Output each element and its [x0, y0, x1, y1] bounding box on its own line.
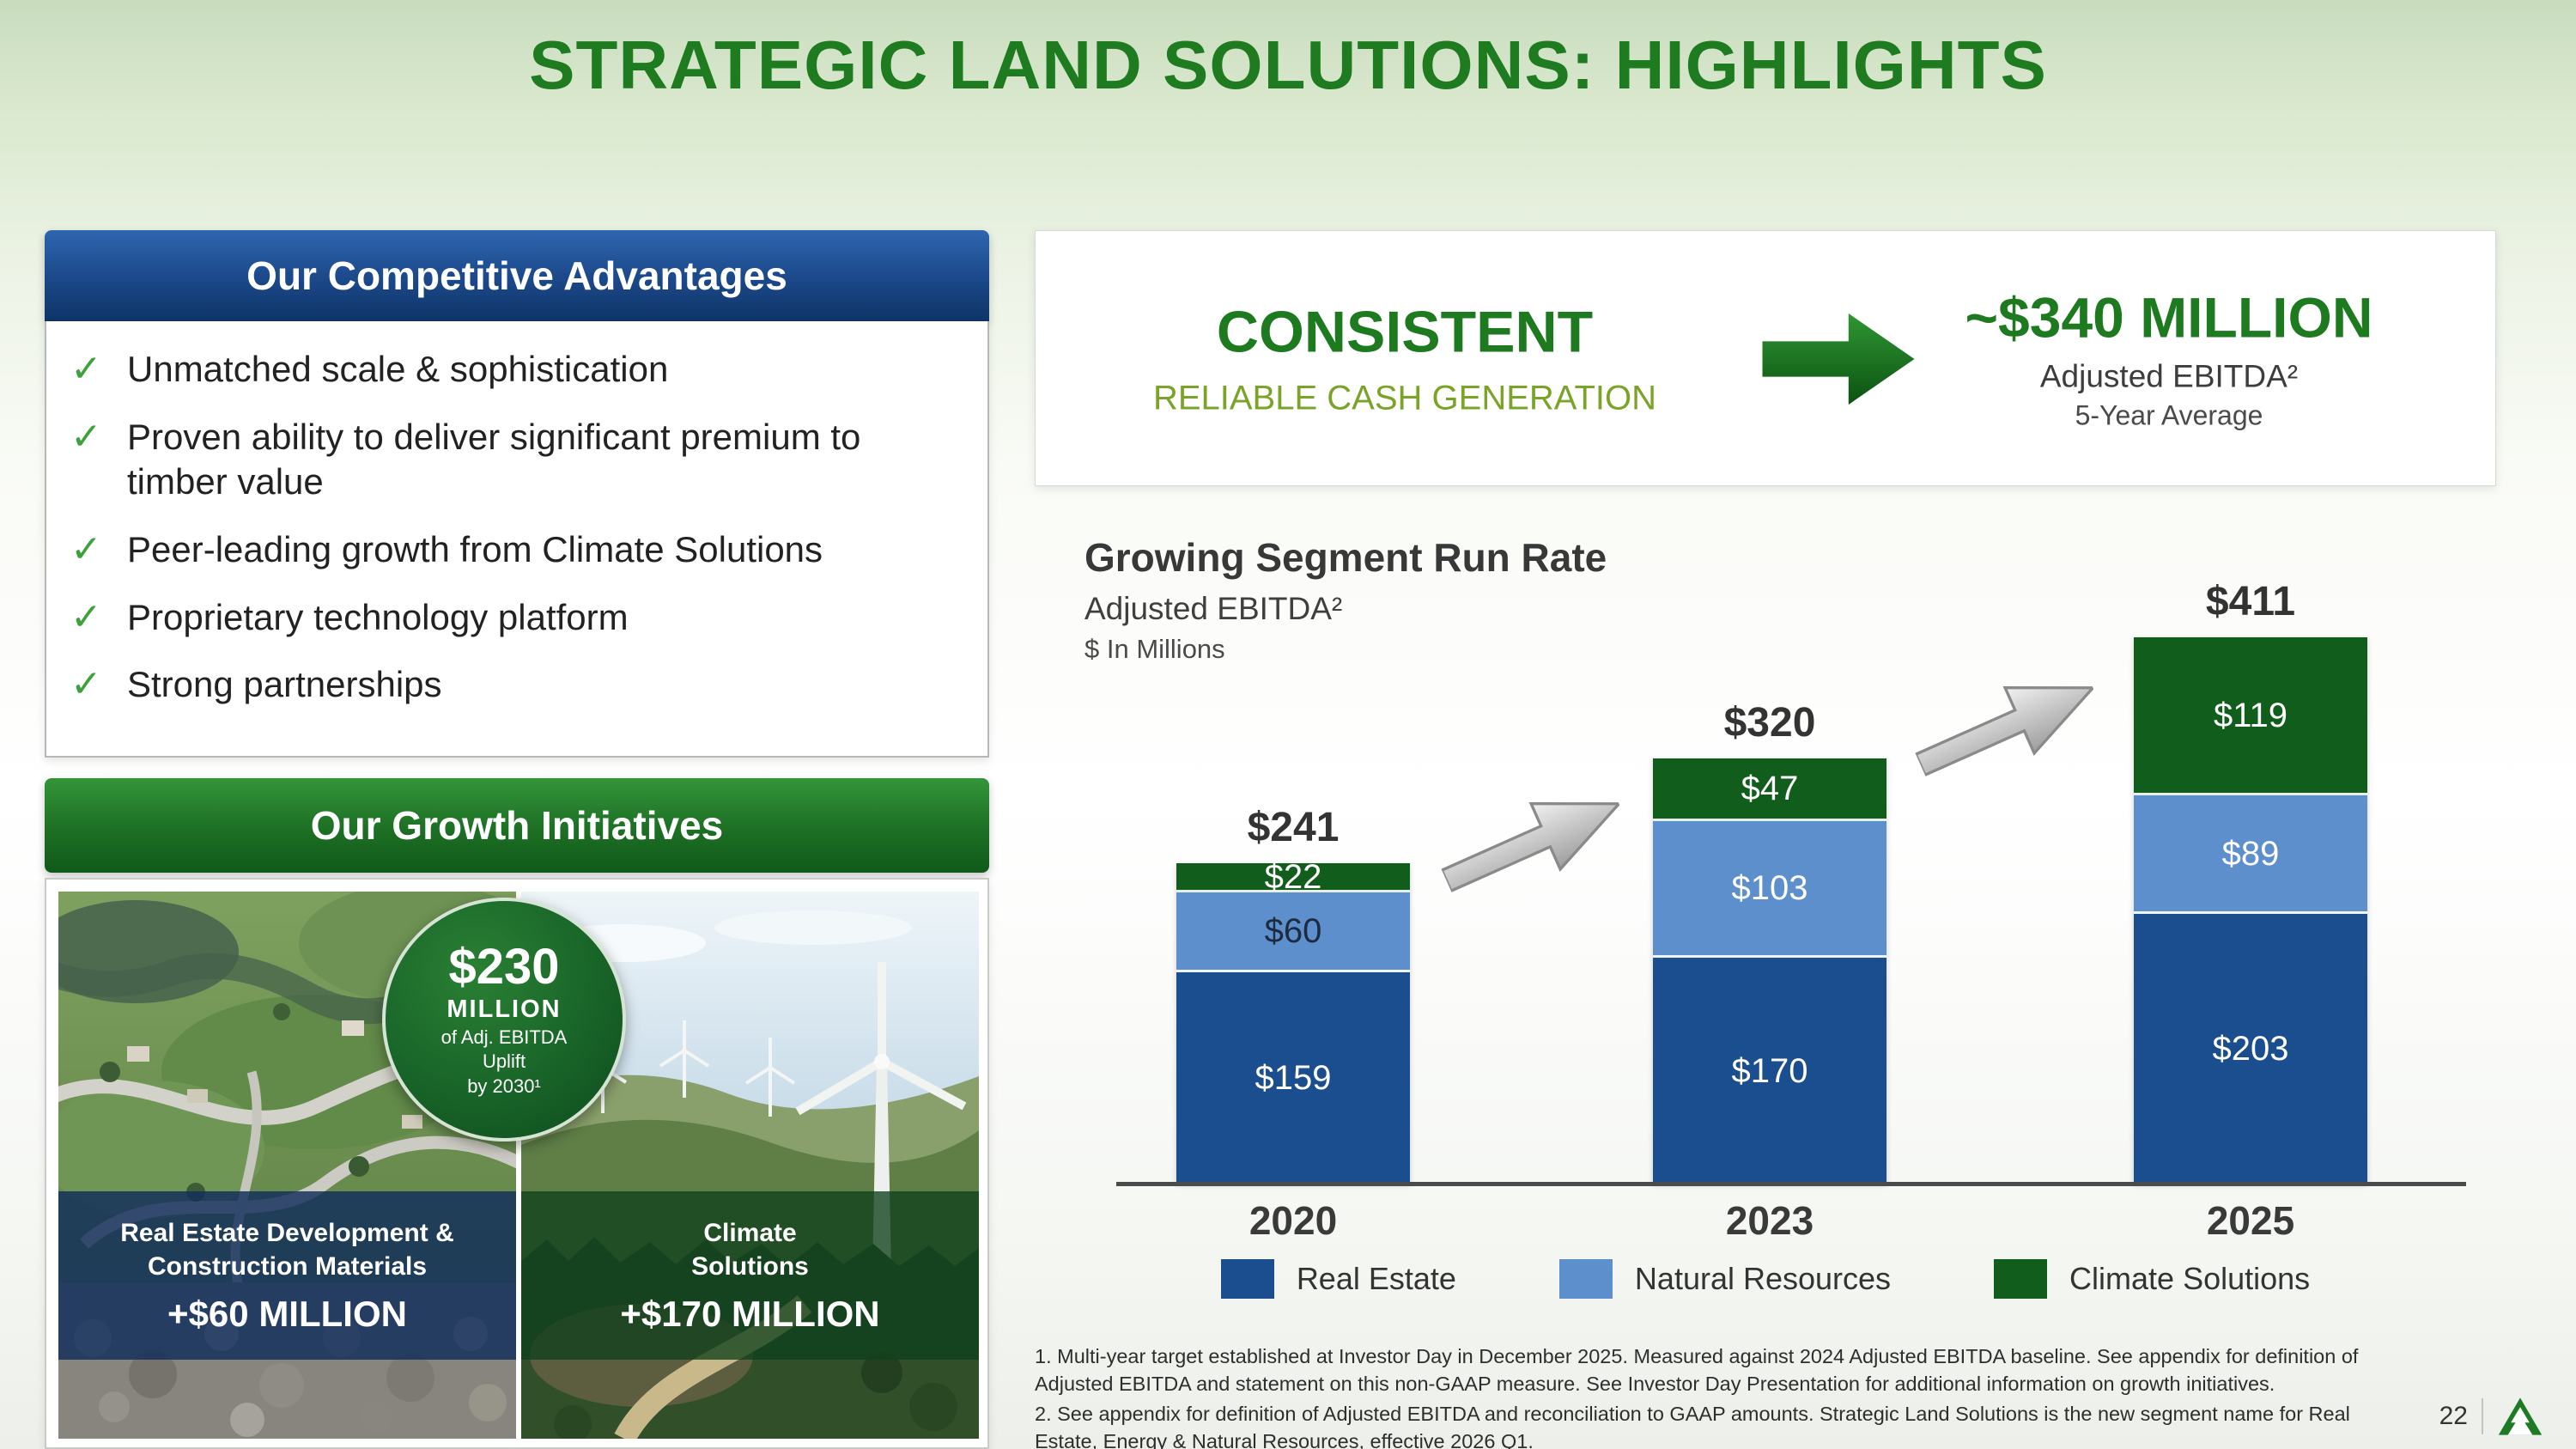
segment-value: $60 [1264, 912, 1322, 950]
segment-real-estate: $159 [1176, 972, 1410, 1184]
growth-arrow-icon [1913, 685, 2097, 777]
chart-plot: $159 $60 $22 $241 2020 $170 $103 $47 $320 2023 $20… [1035, 514, 2496, 1355]
stacked-bar-2020: $159 $60 $22 [1176, 857, 1410, 1184]
growth-initiatives-title: Our Growth Initiatives [310, 803, 724, 848]
legend-item-natural-resources: Natural Resources [1558, 1259, 1892, 1299]
bar-total-label: $411 [2205, 579, 2296, 624]
chart-legend: Real Estate Natural Resources Climate Solu… [1035, 1259, 2496, 1299]
legend-label-natural-resources: Natural Resources [1634, 1261, 1892, 1296]
segment-value: $159 [1255, 1059, 1332, 1097]
check-icon: ✓ [70, 415, 102, 458]
badge-line3: by 2030¹ [467, 1075, 541, 1097]
company-logo-icon [2498, 1397, 2543, 1435]
competitive-advantages-header: Our Competitive Advantages [45, 230, 989, 321]
advantage-item: ✓ Proprietary technology platform [70, 595, 963, 641]
segment-run-rate-chart: Growing Segment Run Rate Adjusted EBITDA… [1035, 514, 2496, 1355]
segment-value: $119 [2213, 696, 2287, 734]
real-estate-uplift: +$60 MILLION [167, 1294, 407, 1334]
slide-title: STRATEGIC LAND SOLUTIONS: HIGHLIGHTS [529, 27, 2047, 103]
chart-header: Growing Segment Run Rate Adjusted EBITDA… [1084, 534, 1607, 665]
legend-swatch-natural-resources [1558, 1259, 1613, 1299]
segment-value: $170 [1731, 1051, 1808, 1090]
chart-units: $ In Millions [1084, 634, 1225, 664]
x-axis-label: 2020 [1249, 1198, 1338, 1243]
climate-uplift: +$170 MILLION [620, 1294, 880, 1334]
competitive-advantages-list: ✓ Unmatched scale & sophistication ✓ Proven… [45, 321, 989, 758]
advantage-text: Strong partnerships [127, 664, 442, 705]
stacked-bar-2025: $203 $89 $119 [2134, 637, 2367, 1184]
legend-item-real-estate: Real Estate [1220, 1259, 1456, 1299]
real-estate-overlay: Real Estate Development & Construction M… [58, 1191, 516, 1360]
climate-overlay: Climate Solutions +$170 MILLION [521, 1191, 979, 1360]
advantage-item: ✓ Peer-leading growth from Climate Soluti… [70, 527, 963, 573]
segment-value: $47 [1741, 770, 1799, 807]
advantage-item: ✓ Strong partnerships [70, 662, 963, 708]
growth-initiatives-header: Our Growth Initiatives [45, 778, 989, 873]
footer-divider [2482, 1398, 2483, 1434]
badge-unit: MILLION [447, 995, 562, 1024]
segment-natural-resources: $89 [2134, 795, 2367, 914]
advantage-text: Proven ability to deliver significant pr… [127, 416, 861, 502]
right-arrow-icon [1762, 313, 1915, 405]
five-year-average-label: 5-Year Average [2075, 399, 2263, 431]
cash-generation-banner: CONSISTENT RELIABLE CASH GENERATION ~$34… [1035, 230, 2496, 486]
legend-label-climate-solutions: Climate Solutions [2069, 1261, 2311, 1296]
segment-value: $103 [1731, 869, 1808, 907]
footnotes: 1. Multi-year target established at Inve… [1035, 1342, 2374, 1449]
segment-value: $22 [1264, 857, 1322, 896]
footnote: 1. Multi-year target established at Inve… [1035, 1345, 2359, 1396]
segment-value: $203 [2212, 1030, 2289, 1068]
real-estate-card-label: Real Estate Development & Construction M… [120, 1219, 454, 1281]
segment-climate-solutions: $119 [2134, 637, 2367, 795]
growth-initiatives-panel: Real Estate Development & Construction M… [45, 878, 989, 1449]
segment-natural-resources: $103 [1653, 821, 1886, 958]
segment-real-estate: $170 [1653, 958, 1886, 1184]
climate-photo: Climate Solutions +$170 MILLION [521, 892, 979, 1439]
advantage-item: ✓ Unmatched scale & sophistication [70, 347, 963, 393]
competitive-advantages-title: Our Competitive Advantages [246, 253, 787, 298]
segment-climate-solutions: $22 [1176, 857, 1410, 896]
check-icon: ✓ [70, 348, 102, 390]
ebitda-uplift-badge: $230 MILLION of Adj. EBITDA Uplift by 20… [382, 898, 626, 1142]
growth-arrow-icon [1439, 801, 1623, 893]
advantage-text: Unmatched scale & sophistication [127, 349, 669, 389]
segment-climate-solutions: $47 [1653, 758, 1886, 821]
legend-swatch-real-estate [1220, 1259, 1274, 1299]
segment-real-estate: $203 [2134, 914, 2367, 1184]
banner-left: CONSISTENT RELIABLE CASH GENERATION [1070, 299, 1740, 418]
badge-line1: of Adj. EBITDA [440, 1026, 568, 1049]
segment-value: $89 [2221, 834, 2280, 873]
bar-total-label: $241 [1247, 805, 1340, 850]
stacked-bar-2023: $170 $103 $47 [1653, 758, 1886, 1184]
consistent-text: CONSISTENT [1216, 299, 1594, 365]
footnote: 2. See appendix for definition of Adjust… [1035, 1402, 2350, 1449]
check-icon: ✓ [70, 663, 102, 706]
x-axis-label: 2023 [1725, 1198, 1814, 1243]
advantage-text: Peer-leading growth from Climate Solutio… [127, 528, 823, 569]
page-number: 22 [2439, 1402, 2468, 1430]
badge-amount: $230 [448, 939, 560, 995]
chart-title: Growing Segment Run Rate [1084, 535, 1607, 580]
legend-label-real-estate: Real Estate [1296, 1261, 1456, 1296]
page-footer: 22 [2439, 1396, 2543, 1437]
reliable-cash-text: RELIABLE CASH GENERATION [1152, 379, 1657, 417]
check-icon: ✓ [70, 527, 102, 570]
ebitda-average-amount: ~$340 MILLION [1965, 285, 2373, 350]
legend-item-climate-solutions: Climate Solutions [1994, 1259, 2310, 1299]
banner-right: ~$340 MILLION Adjusted EBITDA² 5-Year Av… [1886, 285, 2452, 432]
ebitda-average-label: Adjusted EBITDA² [2039, 358, 2299, 394]
badge-line2: Uplift [482, 1050, 526, 1073]
segment-natural-resources: $60 [1176, 892, 1410, 972]
x-axis-label: 2025 [2206, 1198, 2295, 1243]
check-icon: ✓ [70, 595, 102, 638]
advantage-text: Proprietary technology platform [127, 596, 629, 637]
legend-swatch-climate-solutions [1994, 1259, 2048, 1299]
advantage-item: ✓ Proven ability to deliver significant p… [70, 415, 963, 505]
chart-subtitle: Adjusted EBITDA² [1084, 591, 1343, 626]
bar-total-label: $320 [1723, 700, 1816, 746]
climate-card-label: Climate Solutions [691, 1219, 809, 1281]
x-axis [1116, 1182, 2466, 1186]
